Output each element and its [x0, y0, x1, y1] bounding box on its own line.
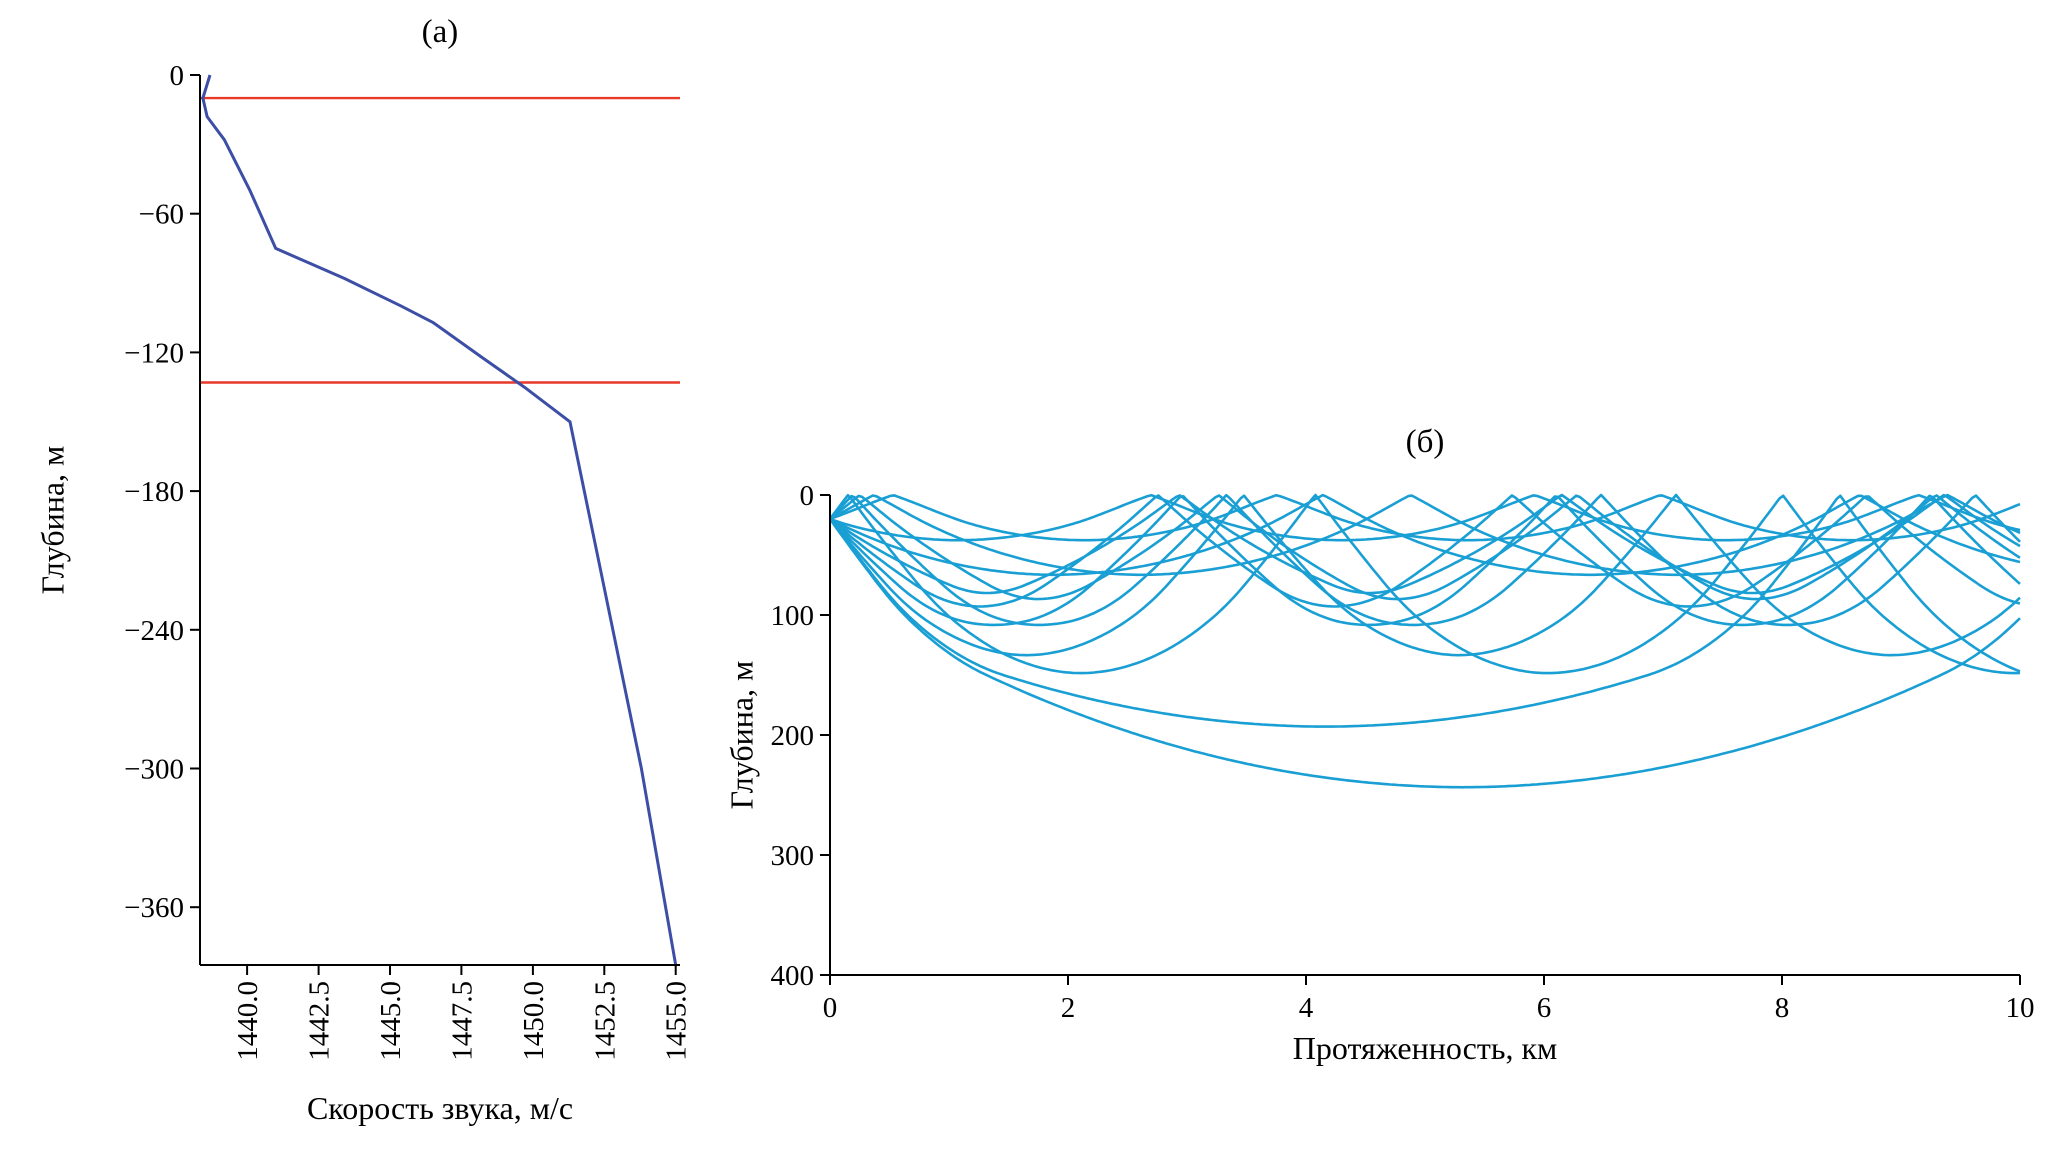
panel-a-xtick-label: 1450.0 [518, 981, 550, 1061]
panel-a-xtick-label: 1447.5 [446, 981, 478, 1061]
panel-b-xtick-label: 10 [2006, 992, 2035, 1024]
ray-path [829, 493, 2021, 542]
panel-a-ytick-label: −120 [124, 337, 184, 369]
panel-b-xtick-label: 2 [1061, 992, 1076, 1024]
panel-b-xtick-label: 0 [823, 992, 838, 1024]
panel-b-ytick-label: 0 [800, 480, 815, 512]
ray-path [829, 493, 2021, 542]
ray-path [829, 494, 2021, 627]
panel-b-xlabel: Протяженность, км [1292, 1030, 1558, 1066]
panel-a-xtick-label: 1452.5 [589, 981, 621, 1061]
ray-path [828, 494, 2021, 728]
panel-a-ylabel: Глубина, м [34, 445, 71, 595]
panel-b-title: (б) [1405, 424, 1445, 460]
panel-a-ytick-label: −180 [124, 476, 184, 508]
panel-a-xtick-label: 1440.0 [232, 981, 264, 1061]
panel-a-xtick-label: 1445.0 [375, 981, 407, 1061]
panel-b-xtick-label: 4 [1299, 992, 1314, 1024]
panel-b-ytick-label: 200 [771, 720, 815, 752]
panel-b-ylabel: Глубина, м [723, 660, 760, 810]
ray-path [829, 494, 2021, 608]
sound-speed-curve [201, 74, 678, 966]
panel-b-ytick-label: 400 [771, 960, 815, 992]
panel-a-ytick-label: −300 [124, 754, 184, 786]
ray-path [828, 493, 2021, 657]
panel-b-xtick-label: 6 [1537, 992, 1552, 1024]
ray-path [829, 493, 2021, 577]
panel-a-ytick-label: −240 [124, 615, 184, 647]
panel-a-xtick-label: 1442.5 [304, 981, 336, 1061]
panel-a-ytick-label: −360 [124, 892, 184, 924]
panel-b-ytick-label: 100 [771, 600, 815, 632]
ray-path [828, 518, 2021, 789]
panel-b-ytick-label: 300 [771, 840, 815, 872]
panel-a-xlabel: Скорость звука, м/с [306, 1090, 574, 1126]
panel-b-xtick-label: 8 [1775, 992, 1790, 1024]
panel-a-xtick-label: 1455.0 [661, 981, 693, 1061]
ray-path [829, 493, 2021, 627]
panel-a-ytick-label: −60 [139, 199, 184, 231]
panel-a-ytick-label: 0 [170, 60, 185, 92]
ray-path [829, 493, 2021, 595]
panel-a-title: (а) [421, 14, 459, 50]
ray-path [829, 494, 2021, 601]
